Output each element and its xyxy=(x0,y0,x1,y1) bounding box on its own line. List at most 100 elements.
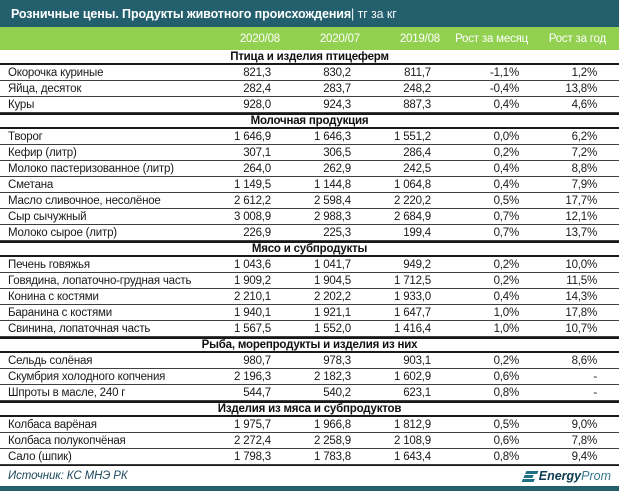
cell-value: 8,6% xyxy=(571,354,598,367)
table-row: Сельдь солёная 980,7 978,3 903,1 0,2% 8,6% xyxy=(0,353,619,369)
product-name: Молоко пастеризованное (литр) xyxy=(8,162,174,175)
bottom-accent-bar xyxy=(0,486,619,491)
product-name: Баранина с костями xyxy=(8,306,112,319)
cell-value: 4,6% xyxy=(571,98,598,111)
cell-value: 1 064,8 xyxy=(394,178,431,191)
product-name: Скумбрия холодного копчения xyxy=(8,370,166,383)
cell-value: 1 646,3 xyxy=(314,130,351,143)
cell-value: 903,1 xyxy=(403,354,431,367)
cell-value: 949,2 xyxy=(403,258,431,271)
product-name: Свинина, лопаточная часть xyxy=(8,322,151,335)
cell-value: 924,3 xyxy=(323,98,351,111)
table-body: Птица и изделия птицеферм Окорочка курины… xyxy=(0,50,619,466)
product-name: Говядина, лопаточно-грудная часть xyxy=(8,274,192,287)
product-name: Колбаса полукопчёная xyxy=(8,434,126,447)
cell-value: 9,0% xyxy=(571,418,598,431)
table-row: Яйца, десяток 282,4 283,7 248,2 -0,4% 13,8% xyxy=(0,81,619,97)
cell-value: 2 612,2 xyxy=(234,194,271,207)
product-name: Молоко сырое (литр) xyxy=(8,226,117,239)
table-row: Свинина, лопаточная часть 1 567,5 1 552,0 1… xyxy=(0,321,619,337)
cell-value: 623,1 xyxy=(403,386,431,399)
cell-value: 1 783,8 xyxy=(314,450,351,463)
cell-value: 1 551,2 xyxy=(394,130,431,143)
section-header: Рыба, морепродукты и изделия из них xyxy=(0,337,619,353)
cell-value: - xyxy=(593,370,597,383)
cell-value: 0,4% xyxy=(493,162,520,175)
cell-value: 11,5% xyxy=(566,274,597,287)
section-header: Мясо и субпродукты xyxy=(0,241,619,257)
table-row: Куры 928,0 924,3 887,3 0,4% 4,6% xyxy=(0,97,619,113)
table-row: Конина с костями 2 210,1 2 202,2 1 933,0 0,4… xyxy=(0,289,619,305)
cell-value: 2 108,9 xyxy=(394,434,431,447)
cell-value: -1,1% xyxy=(489,66,519,79)
cell-value: 0,5% xyxy=(493,194,520,207)
cell-value: 1 966,8 xyxy=(314,418,351,431)
cell-value: 8,8% xyxy=(571,162,598,175)
cell-value: -0,4% xyxy=(489,82,519,95)
cell-value: 7,9% xyxy=(571,178,598,191)
cell-value: 0,2% xyxy=(493,274,520,287)
cell-value: 1 712,5 xyxy=(394,274,431,287)
cell-value: 283,7 xyxy=(323,82,351,95)
cell-value: 0,4% xyxy=(493,290,520,303)
cell-value: 1 643,4 xyxy=(394,450,431,463)
cell-value: 2 220,2 xyxy=(394,194,431,207)
section-header: Молочная продукция xyxy=(0,113,619,129)
cell-value: 1,2% xyxy=(571,66,598,79)
table-row: Кефир (литр) 307,1 306,5 286,4 0,2% 7,2% xyxy=(0,145,619,161)
product-name: Кефир (литр) xyxy=(8,146,77,159)
table-row: Молоко сырое (литр) 226,9 225,3 199,4 0,7% 13… xyxy=(0,225,619,241)
cell-value: 2 988,3 xyxy=(314,210,351,223)
cell-value: 1 909,2 xyxy=(234,274,271,287)
cell-value: 0,4% xyxy=(493,98,520,111)
cell-value: 262,9 xyxy=(323,162,351,175)
cell-value: 980,7 xyxy=(243,354,271,367)
cell-value: 1 416,4 xyxy=(394,322,431,335)
cell-value: 17,7% xyxy=(565,194,597,207)
cell-value: 13,7% xyxy=(565,226,597,239)
cell-value: 17,8% xyxy=(565,306,597,319)
table-row: Шпроты в масле, 240 г 544,7 540,2 623,1 0,8%… xyxy=(0,385,619,401)
product-name: Окорочка куриные xyxy=(8,66,104,79)
cell-value: 7,8% xyxy=(571,434,598,447)
table-row: Колбаса полукопчёная 2 272,4 2 258,9 2 108,… xyxy=(0,433,619,449)
title-bar: Розничные цены. Продукты животного проис… xyxy=(0,0,619,27)
cell-value: 226,9 xyxy=(243,226,271,239)
cell-value: 2 210,1 xyxy=(234,290,271,303)
cell-value: 0,5% xyxy=(493,418,520,431)
column-header-2020-07: 2020/07 xyxy=(319,32,360,45)
column-header-row: 2020/08 2020/07 2019/08 Рост за месяц Ро… xyxy=(0,27,619,50)
column-header-year-growth: Рост за год xyxy=(548,32,606,45)
product-name: Яйца, десяток xyxy=(8,82,82,95)
cell-value: 0,4% xyxy=(493,178,520,191)
cell-value: 0,2% xyxy=(493,146,520,159)
product-name: Шпроты в масле, 240 г xyxy=(8,386,126,399)
cell-value: 1 798,3 xyxy=(234,450,271,463)
cell-value: 12,1% xyxy=(565,210,597,223)
cell-value: 1 043,6 xyxy=(234,258,271,271)
cell-value: 1 975,7 xyxy=(234,418,271,431)
product-name: Творог xyxy=(8,130,43,143)
cell-value: 544,7 xyxy=(243,386,271,399)
cell-value: 2 182,3 xyxy=(314,370,351,383)
cell-value: 811,7 xyxy=(404,66,431,79)
section-header: Изделия из мяса и субпродуктов xyxy=(0,401,619,417)
cell-value: 1 552,0 xyxy=(314,322,351,335)
table-row: Говядина, лопаточно-грудная часть 1 909,2… xyxy=(0,273,619,289)
column-header-2020-08: 2020/08 xyxy=(239,32,280,45)
cell-value: 1 647,7 xyxy=(394,306,431,319)
cell-value: 2 598,4 xyxy=(314,194,351,207)
column-header-2019-08: 2019/08 xyxy=(399,32,440,45)
cell-value: 2 684,9 xyxy=(394,210,431,223)
page-title: Розничные цены. Продукты животного проис… xyxy=(11,6,352,21)
cell-value: 1 646,9 xyxy=(234,130,271,143)
cell-value: 1 940,1 xyxy=(234,306,271,319)
title-unit: | тг за кг xyxy=(351,6,397,21)
cell-value: 307,1 xyxy=(243,146,271,159)
cell-value: 2 202,2 xyxy=(314,290,351,303)
cell-value: 3 008,9 xyxy=(234,210,271,223)
cell-value: 286,4 xyxy=(403,146,431,159)
cell-value: 1 904,5 xyxy=(314,274,351,287)
cell-value: 821,3 xyxy=(243,66,271,79)
cell-value: 0,8% xyxy=(493,450,520,463)
